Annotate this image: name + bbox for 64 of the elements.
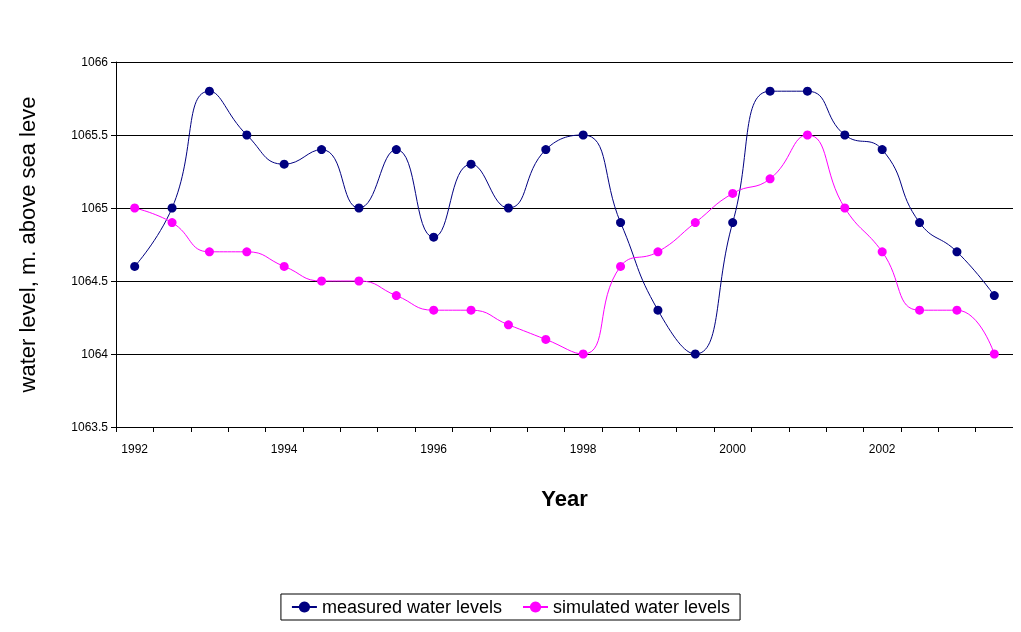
y-axis-title: water level, m. above sea leve	[14, 96, 40, 394]
x-tick-label: 1994	[270, 442, 298, 456]
x-tick-label: 2002	[868, 442, 896, 456]
point	[317, 276, 327, 286]
y-tick-label: 1066	[81, 55, 109, 69]
point	[242, 247, 252, 257]
legend-label: measured water levels	[321, 597, 503, 617]
y-tick-label: 1065.5	[71, 128, 109, 142]
point	[130, 261, 140, 271]
x-tick-label: 1998	[569, 442, 597, 456]
x-tick-label: 2000	[719, 442, 747, 456]
point	[952, 247, 962, 257]
y-tick-label: 1063.5	[71, 420, 109, 434]
point	[578, 349, 588, 359]
point	[279, 159, 289, 169]
y-tick-label: 1064.5	[71, 274, 109, 288]
x-tick-label: 1992	[121, 442, 149, 456]
point	[989, 349, 999, 359]
point	[354, 203, 364, 213]
point	[616, 261, 626, 271]
point	[952, 305, 962, 315]
point	[840, 130, 850, 140]
point	[690, 349, 700, 359]
point	[503, 203, 513, 213]
point	[317, 145, 327, 155]
point	[466, 305, 476, 315]
point	[802, 130, 812, 140]
point	[391, 145, 401, 155]
point	[541, 145, 551, 155]
point	[802, 86, 812, 96]
point	[728, 218, 738, 228]
y-tick-label: 1064	[81, 347, 109, 361]
point	[204, 247, 214, 257]
point	[429, 305, 439, 315]
point	[765, 86, 775, 96]
point	[541, 334, 551, 344]
x-tick-label: 1996	[420, 442, 448, 456]
point	[877, 145, 887, 155]
point	[915, 305, 925, 315]
point	[204, 86, 214, 96]
point	[503, 320, 513, 330]
point	[429, 232, 439, 242]
point	[354, 276, 364, 286]
legend-label: simulated water levels	[553, 597, 731, 617]
y-tick-label: 1065	[81, 201, 109, 215]
point	[578, 130, 588, 140]
point	[653, 247, 663, 257]
point	[728, 188, 738, 198]
point	[167, 203, 177, 213]
point	[279, 261, 289, 271]
point	[391, 291, 401, 301]
point	[915, 218, 925, 228]
point	[242, 130, 252, 140]
point	[877, 247, 887, 257]
point	[690, 218, 700, 228]
point	[989, 291, 999, 301]
point	[466, 159, 476, 169]
point	[653, 305, 663, 315]
point	[765, 174, 775, 184]
x-axis-title: Year	[541, 485, 589, 511]
point	[840, 203, 850, 213]
point	[616, 218, 626, 228]
point	[167, 218, 177, 228]
point	[130, 203, 140, 213]
